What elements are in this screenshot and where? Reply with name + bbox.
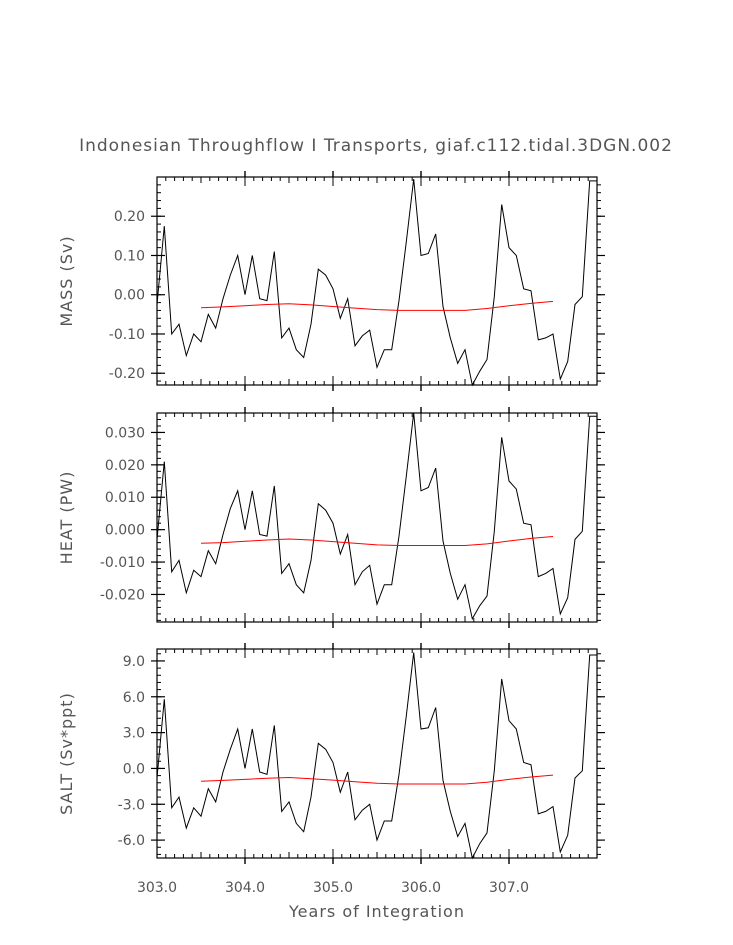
- mass-raw-series-line: [156, 178, 597, 387]
- salt-raw-series-line: [156, 652, 597, 860]
- heat-y-tick-label: 0.020: [105, 458, 145, 474]
- mass-y-tick-label: 0.00: [114, 288, 145, 304]
- x-tick-label: 306.0: [401, 880, 441, 896]
- heat-raw-series-line: [156, 412, 597, 621]
- salt-smooth-series-line: [200, 774, 554, 785]
- mass-y-tick-label: 0.20: [114, 209, 145, 225]
- salt-y-axis-label: SALT (Sv*ppt): [57, 692, 76, 815]
- salt-y-tick-label: 3.0: [123, 726, 145, 742]
- heat-smooth-series-line: [200, 536, 554, 546]
- salt-y-tick-label: -3.0: [118, 797, 145, 813]
- heat-y-tick-label: 0.000: [105, 523, 145, 539]
- heat-y-tick-label: 0.010: [105, 490, 145, 506]
- salt-plot-frame: [156, 648, 598, 859]
- x-tick-label: 305.0: [313, 880, 353, 896]
- heat-y-tick-label: -0.010: [100, 555, 145, 571]
- mass-y-tick-label: 0.10: [114, 248, 145, 264]
- mass-plot-frame: [156, 176, 598, 386]
- x-tick-label: 303.0: [137, 880, 177, 896]
- chart-title: Indonesian Throughflow I Transports, gia…: [79, 136, 673, 156]
- mass-smooth-series-line: [200, 300, 554, 311]
- x-tick-label: 307.0: [489, 880, 529, 896]
- mass-y-tick-label: -0.20: [109, 366, 145, 382]
- salt-y-tick-label: 9.0: [123, 654, 145, 670]
- heat-y-tick-label: -0.020: [100, 587, 145, 603]
- mass-y-axis-label: MASS (Sv): [57, 235, 76, 326]
- x-tick-label: 304.0: [225, 880, 265, 896]
- salt-panel: 9.0 6.0 3.0 0.0 -3.0 -6.0 SALT (Sv*ppt): [57, 643, 605, 864]
- salt-y-tick-label: -6.0: [118, 833, 145, 849]
- heat-y-axis-label: HEAT (PW): [57, 471, 76, 565]
- x-axis-label: Years of Integration: [288, 902, 465, 921]
- mass-y-tick-label: -0.10: [109, 327, 145, 343]
- heat-plot-frame: [156, 412, 598, 623]
- heat-y-tick-label: 0.030: [105, 425, 145, 441]
- heat-panel: 0.030 0.020 0.010 0.000 -0.010 -0.020 HEAT (PW…: [57, 407, 605, 628]
- salt-y-tick-label: 0.0: [123, 761, 145, 777]
- salt-y-tick-label: 6.0: [123, 690, 145, 706]
- mass-panel: 0.20 0.10 0.00 -0.10 -0.20 MASS (Sv): [57, 171, 605, 391]
